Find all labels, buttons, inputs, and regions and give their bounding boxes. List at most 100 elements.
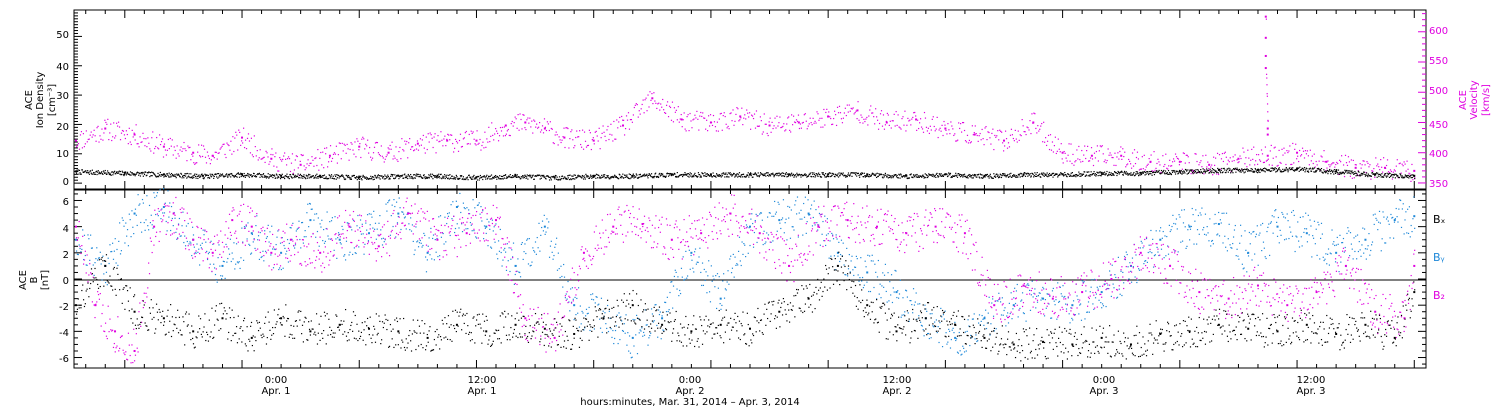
density-dot bbox=[1221, 172, 1224, 174]
velocity-dot bbox=[317, 148, 319, 151]
velocity-dot bbox=[476, 130, 478, 132]
velocity-dot bbox=[579, 130, 581, 132]
density-dot bbox=[996, 173, 998, 175]
by-point bbox=[778, 219, 781, 222]
velocity-dot bbox=[1352, 159, 1354, 162]
velocity-dot bbox=[662, 98, 664, 101]
by-dot bbox=[213, 263, 215, 265]
by-dot bbox=[252, 241, 254, 243]
by-dot bbox=[200, 247, 202, 249]
by-dot bbox=[572, 298, 574, 300]
velocity-dot bbox=[788, 116, 790, 118]
velocity-dot bbox=[478, 142, 480, 144]
velocity-dot bbox=[109, 132, 111, 134]
by-dot bbox=[737, 250, 740, 253]
density-dot bbox=[103, 171, 105, 173]
density-dot bbox=[951, 176, 953, 178]
density-dot bbox=[335, 175, 337, 177]
density-dot bbox=[553, 175, 555, 177]
velocity-dot bbox=[258, 157, 260, 159]
density-dot bbox=[1065, 174, 1067, 176]
velocity-dot bbox=[646, 110, 648, 112]
density-dot bbox=[778, 175, 780, 177]
density-dot bbox=[1179, 172, 1181, 174]
by-dot bbox=[705, 271, 707, 273]
density-dot bbox=[254, 175, 256, 177]
density-dot bbox=[521, 175, 524, 177]
by-dot bbox=[515, 265, 517, 267]
by-dot bbox=[137, 194, 139, 196]
by-dot bbox=[428, 237, 430, 239]
by-dot bbox=[670, 281, 672, 283]
by-dot bbox=[115, 262, 117, 264]
density-dot bbox=[1352, 171, 1354, 173]
velocity-dot bbox=[559, 139, 561, 141]
density-dot bbox=[265, 175, 267, 177]
velocity-dot bbox=[325, 153, 327, 155]
density-dot bbox=[792, 174, 794, 176]
velocity-dot bbox=[1367, 162, 1369, 165]
velocity-dot bbox=[536, 123, 538, 125]
density-dot bbox=[1275, 171, 1277, 173]
density-dot bbox=[692, 174, 694, 177]
density-dot bbox=[403, 177, 405, 179]
density-dot bbox=[633, 175, 636, 177]
velocity-dot bbox=[1083, 154, 1085, 156]
by-dot bbox=[497, 258, 499, 260]
velocity-dot bbox=[999, 129, 1001, 131]
velocity-dot bbox=[1065, 157, 1067, 159]
velocity-dot bbox=[895, 111, 897, 113]
velocity-dot bbox=[699, 115, 701, 117]
density-dot bbox=[125, 174, 127, 176]
velocity-dot bbox=[685, 130, 687, 132]
density-dot bbox=[1320, 167, 1323, 170]
velocity-dot bbox=[405, 143, 407, 145]
velocity-spike-dot bbox=[1267, 111, 1269, 113]
density-dot bbox=[1234, 168, 1236, 170]
density-dot bbox=[1112, 174, 1114, 176]
density-dot bbox=[913, 175, 915, 177]
density-dot bbox=[652, 176, 654, 178]
velocity-dot bbox=[1016, 141, 1018, 143]
density-dot bbox=[118, 170, 120, 172]
velocity-dot bbox=[222, 143, 224, 146]
density-dot bbox=[961, 174, 963, 176]
density-dot bbox=[336, 174, 338, 176]
by-dot bbox=[344, 259, 347, 261]
by-dot bbox=[488, 221, 490, 223]
velocity-dot bbox=[1023, 130, 1025, 133]
density-dot bbox=[875, 173, 877, 175]
by-dot bbox=[102, 255, 104, 257]
density-dot bbox=[729, 172, 731, 174]
velocity-dot bbox=[473, 138, 475, 140]
by-dot bbox=[694, 248, 697, 250]
density-dot bbox=[1029, 173, 1031, 175]
velocity-dot bbox=[756, 125, 759, 127]
by-dot bbox=[523, 251, 525, 253]
density-dot bbox=[486, 174, 488, 176]
velocity-dot bbox=[1085, 157, 1087, 160]
velocity-dot bbox=[607, 125, 609, 128]
by-point bbox=[954, 336, 957, 339]
density-dot bbox=[665, 175, 667, 177]
by-dot bbox=[644, 309, 646, 311]
density-dot bbox=[1116, 172, 1119, 175]
density-dot bbox=[350, 177, 352, 179]
velocity-dot bbox=[436, 139, 438, 141]
by-dot bbox=[365, 222, 367, 224]
by-dot bbox=[249, 244, 251, 247]
by-dot bbox=[352, 253, 354, 256]
density-dot bbox=[1176, 170, 1178, 172]
velocity-dot bbox=[766, 132, 768, 135]
by-dot bbox=[399, 207, 401, 209]
velocity-dot bbox=[246, 137, 249, 139]
velocity-dot bbox=[702, 112, 704, 114]
by-dot bbox=[506, 243, 508, 245]
density-dot bbox=[718, 175, 720, 177]
velocity-point bbox=[1413, 169, 1416, 172]
velocity-dot bbox=[1103, 161, 1105, 163]
density-dot bbox=[107, 170, 109, 172]
velocity-dot bbox=[87, 138, 89, 141]
density-dot bbox=[228, 175, 230, 177]
by-dot bbox=[726, 281, 728, 283]
